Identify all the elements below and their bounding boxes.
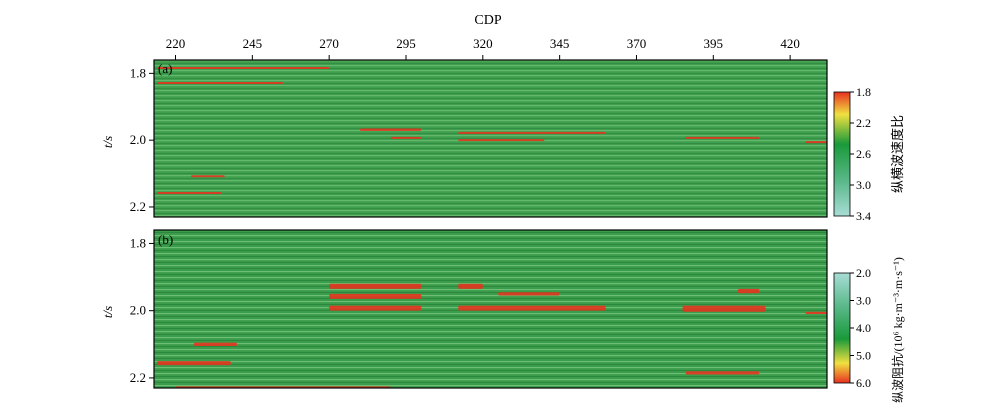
colorbar-a-label: 纵横波速度比 bbox=[890, 115, 905, 193]
panel-a-frame bbox=[153, 59, 828, 218]
y-tick-label: 1.8 bbox=[130, 65, 146, 80]
colorbar-b-ticks: 2.0 3.0 4.0 5.0 6.0 bbox=[850, 266, 871, 390]
panel-b-label: (b) bbox=[158, 232, 173, 247]
panel-b-y-label: t/s bbox=[100, 306, 115, 318]
anomaly-a-2 bbox=[359, 128, 422, 131]
y-tick-label: 2.0 bbox=[130, 303, 146, 318]
anomaly-b-4 bbox=[458, 283, 483, 289]
colorbar-tick-label: 6.0 bbox=[856, 376, 871, 390]
anomaly-b-2 bbox=[329, 305, 422, 311]
anomaly-a-8 bbox=[157, 191, 222, 194]
colorbar-tick-label: 4.0 bbox=[856, 321, 871, 335]
panel-a-y-label: t/s bbox=[100, 136, 115, 148]
colorbar-b: 2.0 3.0 4.0 5.0 6.0 纵波阻抗/(10⁶ kg·m⁻³·m·s⁻¹) bbox=[833, 257, 905, 403]
anomaly-b-1 bbox=[329, 293, 422, 299]
anomaly-b-6 bbox=[682, 305, 766, 312]
x-tick-label: 295 bbox=[396, 36, 416, 51]
panel-a: (a) t/s 1.8 2.0 2.2 bbox=[100, 59, 828, 218]
anomaly-b-10 bbox=[193, 342, 237, 346]
panel-a-anomalies bbox=[157, 67, 827, 194]
anomaly-a-1 bbox=[157, 82, 284, 85]
panel-b-anomalies bbox=[157, 283, 827, 389]
anomaly-a-4 bbox=[458, 131, 606, 134]
anomaly-a-0 bbox=[157, 67, 330, 70]
x-tick-label: 270 bbox=[319, 36, 339, 51]
panel-b-frame bbox=[153, 229, 828, 389]
x-axis-label: CDP bbox=[474, 13, 501, 28]
colorbar-tick-label: 3.0 bbox=[856, 294, 871, 308]
colorbar-tick-label: 1.8 bbox=[856, 85, 871, 99]
colorbar-b-label: 纵波阻抗/(10⁶ kg·m⁻³·m·s⁻¹) bbox=[890, 257, 905, 403]
anomaly-a-7 bbox=[805, 141, 827, 144]
panel-a-label: (a) bbox=[158, 61, 172, 76]
x-tick-label: 370 bbox=[627, 36, 647, 51]
colorbar-tick-label: 2.2 bbox=[856, 116, 871, 130]
x-tick-label: 245 bbox=[243, 36, 263, 51]
anomaly-a-3 bbox=[390, 136, 422, 139]
x-tick-label: 220 bbox=[166, 36, 186, 51]
anomaly-b-5 bbox=[498, 292, 560, 296]
colorbar-tick-label: 3.0 bbox=[856, 178, 871, 192]
y-tick-label: 2.2 bbox=[130, 199, 146, 214]
x-tick-label: 395 bbox=[704, 36, 724, 51]
x-tick-labels: 220 245 270 295 320 345 370 395 420 bbox=[166, 36, 800, 60]
colorbar-tick-label: 2.0 bbox=[856, 266, 871, 280]
panel-b-y-ticks: 1.8 2.0 2.2 bbox=[130, 235, 154, 385]
x-tick-label: 345 bbox=[550, 36, 570, 51]
colorbar-a: 1.8 2.2 2.6 3.0 3.4 纵横波速度比 bbox=[833, 85, 905, 223]
anomaly-b-8 bbox=[805, 311, 827, 315]
colorbar-a-gradient bbox=[833, 91, 851, 217]
panel-a-y-ticks: 1.8 2.0 2.2 bbox=[130, 65, 154, 214]
panel-b: (b) t/s 1.8 2.0 2.2 bbox=[100, 229, 828, 389]
colorbar-tick-label: 5.0 bbox=[856, 349, 871, 363]
x-tick-label: 320 bbox=[473, 36, 493, 51]
anomaly-b-0 bbox=[329, 283, 422, 289]
y-tick-label: 1.8 bbox=[130, 235, 146, 250]
anomaly-a-5 bbox=[458, 139, 545, 142]
colorbar-tick-label: 3.4 bbox=[856, 209, 871, 223]
anomaly-b-7 bbox=[737, 288, 760, 294]
colorbar-a-ticks: 1.8 2.2 2.6 3.0 3.4 bbox=[850, 85, 871, 223]
anomaly-a-6 bbox=[685, 136, 760, 139]
y-tick-label: 2.2 bbox=[130, 370, 146, 385]
x-tick-label: 420 bbox=[780, 36, 800, 51]
colorbar-tick-label: 2.6 bbox=[856, 147, 871, 161]
y-tick-label: 2.0 bbox=[130, 132, 146, 147]
anomaly-b-11 bbox=[685, 371, 760, 375]
anomaly-a-9 bbox=[190, 175, 225, 178]
anomaly-b-9 bbox=[157, 361, 231, 366]
anomaly-b-3 bbox=[458, 305, 606, 311]
colorbar-b-gradient bbox=[833, 272, 851, 384]
